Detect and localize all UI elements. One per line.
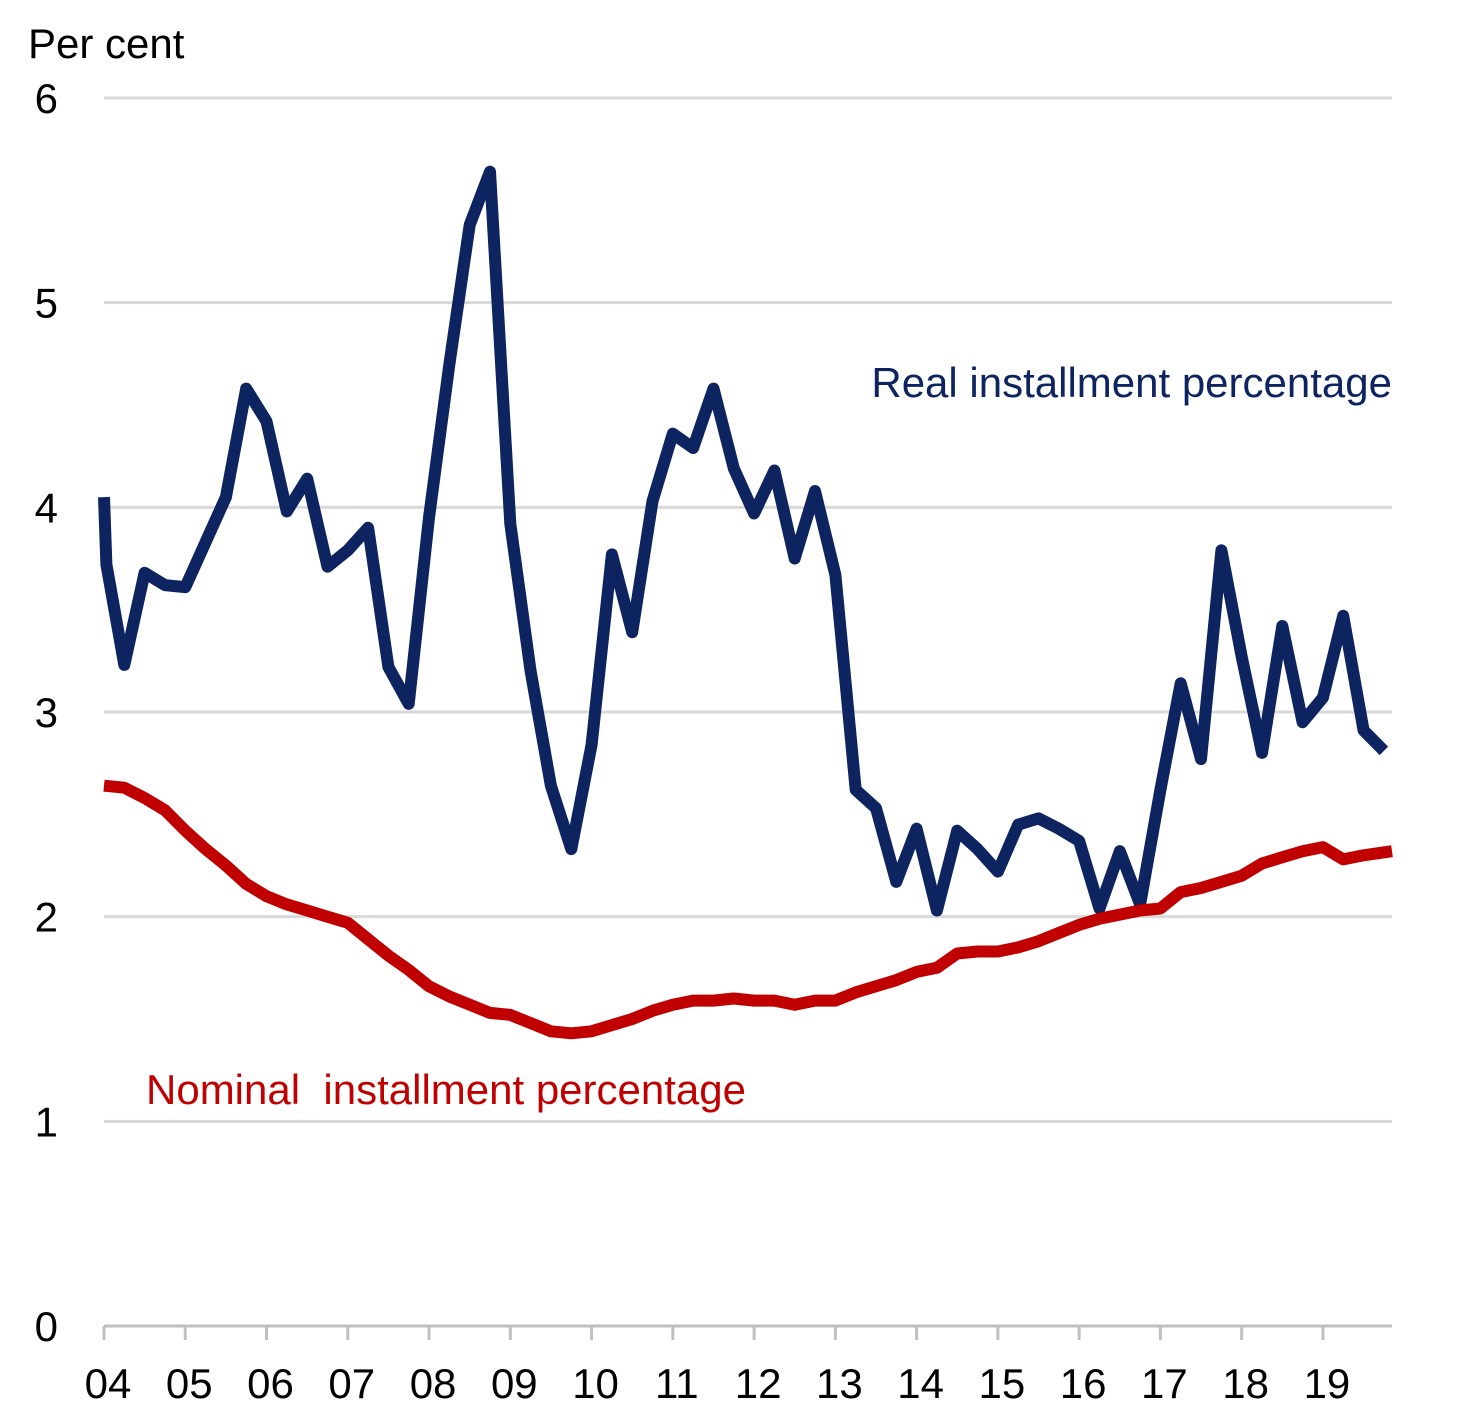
real-installment-line (98, 165, 1389, 917)
x-tick-label: 09 (491, 1360, 538, 1407)
nominal-series-label: Nominal installment percentage (146, 1066, 746, 1113)
x-tick-label: 05 (166, 1360, 213, 1407)
x-tick-label: 04 (85, 1360, 132, 1407)
y-tick-label: 3 (35, 689, 58, 736)
x-tick-label: 06 (247, 1360, 294, 1407)
y-axis: 0 1 2 3 4 5 6 (35, 75, 58, 1350)
x-tick-label: 19 (1304, 1360, 1351, 1407)
x-tick-label: 16 (1060, 1360, 1107, 1407)
x-tick-label: 10 (572, 1360, 619, 1407)
y-tick-label: 4 (35, 484, 58, 531)
series-lines (98, 165, 1393, 1040)
y-tick-label: 2 (35, 894, 58, 941)
nominal-installment-line (103, 779, 1393, 1040)
y-tick-label: 5 (35, 280, 58, 327)
real-series-label: Real installment percentage (871, 359, 1392, 406)
y-axis-unit-label: Per cent (28, 20, 185, 67)
gridlines (104, 96, 1392, 1123)
y-tick-label: 0 (35, 1303, 58, 1350)
y-tick-label: 1 (35, 1098, 58, 1145)
y-tick-label: 6 (35, 75, 58, 122)
x-tick-label: 08 (410, 1360, 457, 1407)
x-tick-label: 15 (979, 1360, 1026, 1407)
x-tick-label: 07 (328, 1360, 375, 1407)
x-tick-label: 17 (1141, 1360, 1188, 1407)
x-tick-label: 18 (1222, 1360, 1269, 1407)
x-tick-label: 11 (655, 1360, 699, 1407)
x-tick-label: 13 (816, 1360, 863, 1407)
x-axis: 04 05 06 07 08 09 10 11 12 13 14 15 16 17 18 19 (85, 1324, 1392, 1407)
x-tick-label: 14 (897, 1360, 944, 1407)
x-tick-label: 12 (735, 1360, 782, 1407)
